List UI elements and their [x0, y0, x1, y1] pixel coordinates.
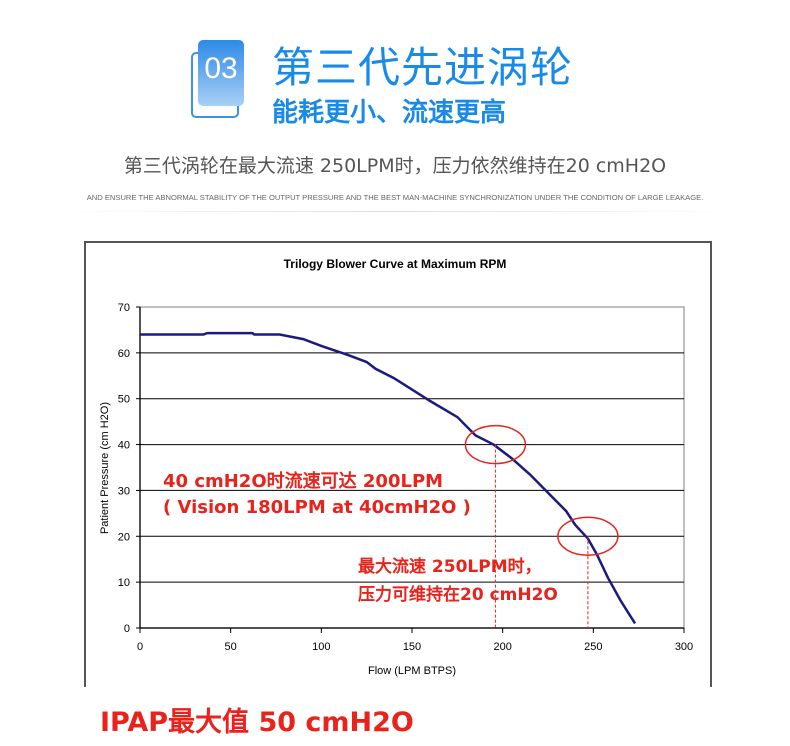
y-tick-label: 70	[118, 302, 130, 314]
chart-frame	[84, 241, 712, 687]
annotation-text: ( Vision 180LPM at 40cmH2O )	[163, 497, 471, 518]
y-tick-label: 10	[118, 577, 130, 589]
plot-area	[139, 306, 685, 629]
y-tick-label: 60	[118, 348, 130, 360]
description: 第三代涡轮在最大流速 250LPM时，压力依然维持在20 cmH2O	[123, 155, 667, 177]
x-tick-label: 300	[675, 641, 693, 653]
section-number-badge: 03	[191, 40, 245, 118]
annotation-text: 最大流速 250LPM时，	[358, 556, 542, 577]
y-tick-label: 20	[118, 531, 130, 543]
x-tick-label: 250	[584, 641, 602, 653]
page-subtitle: 能耗更小、流速更高	[272, 98, 507, 128]
y-tick-label: 30	[118, 485, 130, 497]
y-tick-label: 40	[118, 440, 130, 452]
divider	[60, 211, 730, 212]
chart-title: Trilogy Blower Curve at Maximum RPM	[284, 257, 507, 271]
annotation-circle	[464, 424, 527, 465]
series-line	[140, 331, 637, 625]
page-title: 第三代先进涡轮	[272, 43, 574, 92]
x-tick-label: 0	[137, 641, 143, 653]
y-tick-label: 0	[124, 623, 130, 635]
annotation-text: 压力可维持在20 cmH2O	[358, 584, 558, 605]
x-axis-label: Flow (LPM BTPS)	[368, 665, 456, 677]
ipap-max-note: IPAP最大值 50 cmH2O	[100, 707, 414, 738]
annotation-text: 40 cmH2O时流速可达 200LPM	[163, 470, 443, 492]
x-tick-label: 50	[225, 641, 237, 653]
y-tick-label: 50	[118, 394, 130, 406]
y-axis-label: Patient Pressure (cm H2O)	[99, 402, 111, 534]
x-tick-label: 150	[403, 641, 421, 653]
x-tick-label: 200	[493, 641, 511, 653]
annotation-circle	[557, 516, 619, 557]
x-tick-label: 100	[312, 641, 330, 653]
badge-front-panel	[198, 40, 244, 106]
english-caption: AND ENSURE THE ABNORMAL STABILITY OF THE…	[86, 193, 704, 202]
badge-number: 03	[204, 52, 238, 85]
